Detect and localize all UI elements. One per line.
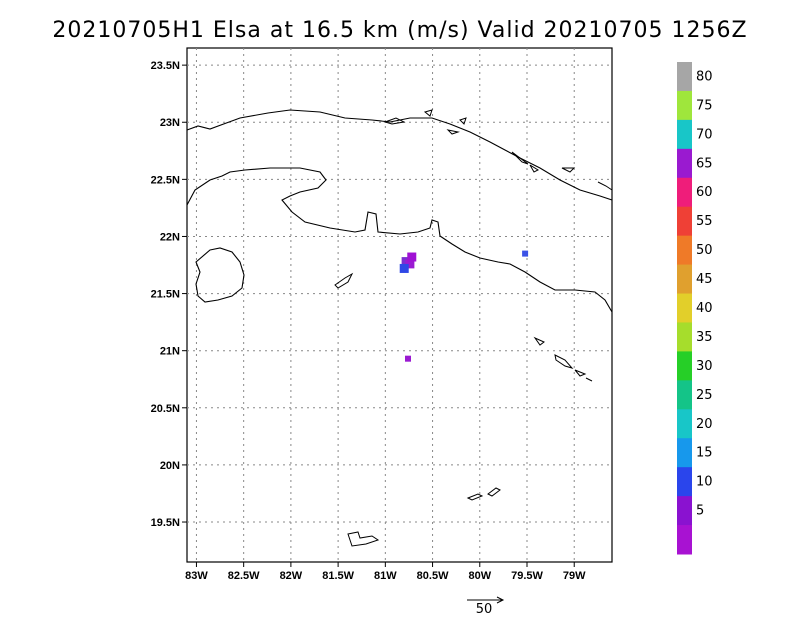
colorbar-segment [677, 467, 692, 497]
colorbar-label: 5 [696, 504, 704, 519]
lat-tick-label: 21.5N [151, 289, 180, 301]
lat-tick-label: 20N [160, 460, 180, 472]
lon-tick-label: 79.5W [511, 570, 543, 582]
lat-tick-label: 20.5N [151, 403, 180, 415]
reference-vector-label: 50 [476, 602, 493, 617]
colorbar-segment [677, 206, 692, 237]
colorbar-label: 25 [696, 388, 713, 403]
lat-tick-label: 23.5N [151, 60, 180, 72]
colorbar-segment [677, 438, 692, 468]
lat-tick-label: 22N [160, 231, 180, 243]
axis-labels: 83W 82.5W 82W 81.5W 81W 80.5W 80W 79.5W 79W 23.5N… [151, 60, 587, 582]
lon-tick-label: 82.5W [228, 570, 260, 582]
wind-echo [405, 355, 411, 362]
colorbar-label: 10 [696, 475, 713, 490]
colorbar-label: 75 [696, 98, 713, 113]
wind-echo [399, 263, 409, 273]
colorbar-label: 15 [696, 446, 713, 461]
lon-tick-label: 80W [468, 570, 491, 582]
colorbar-label: 60 [696, 185, 713, 200]
wind-echo [407, 252, 417, 262]
colorbar-label: 20 [696, 417, 713, 432]
colorbar-segment [677, 409, 692, 439]
colorbar-segment [677, 62, 692, 92]
lon-tick-label: 82W [280, 570, 303, 582]
colorbar-segment [677, 496, 692, 526]
lat-tick-label: 23N [160, 117, 180, 129]
grid-layer [187, 48, 612, 562]
lon-tick-label: 81W [374, 570, 397, 582]
reference-vector: 50 [467, 596, 505, 617]
wind-echo [522, 250, 529, 257]
coastline [186, 109, 613, 547]
lat-tick-label: 22.5N [151, 174, 180, 186]
colorbar-label: 30 [696, 359, 713, 374]
lon-tick-label: 79W [563, 570, 586, 582]
colorbar-segment [677, 177, 692, 208]
colorbar-segment [677, 351, 692, 381]
colorbar-segment [677, 119, 692, 150]
lat-tick-label: 21N [160, 346, 180, 358]
lon-tick-label: 81.5W [322, 570, 354, 582]
colorbar-label: 80 [696, 69, 713, 84]
colorbar-label: 40 [696, 301, 713, 316]
colorbar-label: 45 [696, 272, 713, 287]
colorbar: 80 75 70 65 60 55 50 45 40 35 30 25 20 15 10 5 [677, 62, 713, 555]
colorbar-segment [677, 380, 692, 410]
map-frame [186, 47, 613, 563]
colorbar-segment [677, 235, 692, 266]
lon-tick-label: 80.5W [417, 570, 449, 582]
colorbar-label: 35 [696, 330, 713, 345]
colorbar-segment [677, 90, 692, 121]
colorbar-label: 65 [696, 156, 713, 171]
colorbar-label: 70 [696, 127, 713, 142]
lon-tick-label: 83W [185, 570, 208, 582]
lat-tick-label: 19.5N [151, 517, 180, 529]
wind-echo-layer [399, 250, 529, 362]
chart-title: 20210705H1 Elsa at 16.5 km (m/s) Valid 2… [52, 18, 748, 43]
colorbar-segment [677, 322, 692, 352]
colorbar-label: 55 [696, 214, 713, 229]
colorbar-segment [677, 264, 692, 295]
colorbar-segment [677, 148, 692, 179]
colorbar-segment [677, 525, 692, 555]
colorbar-label: 50 [696, 243, 713, 258]
wind-echo [405, 259, 415, 269]
colorbar-segment [677, 293, 692, 323]
